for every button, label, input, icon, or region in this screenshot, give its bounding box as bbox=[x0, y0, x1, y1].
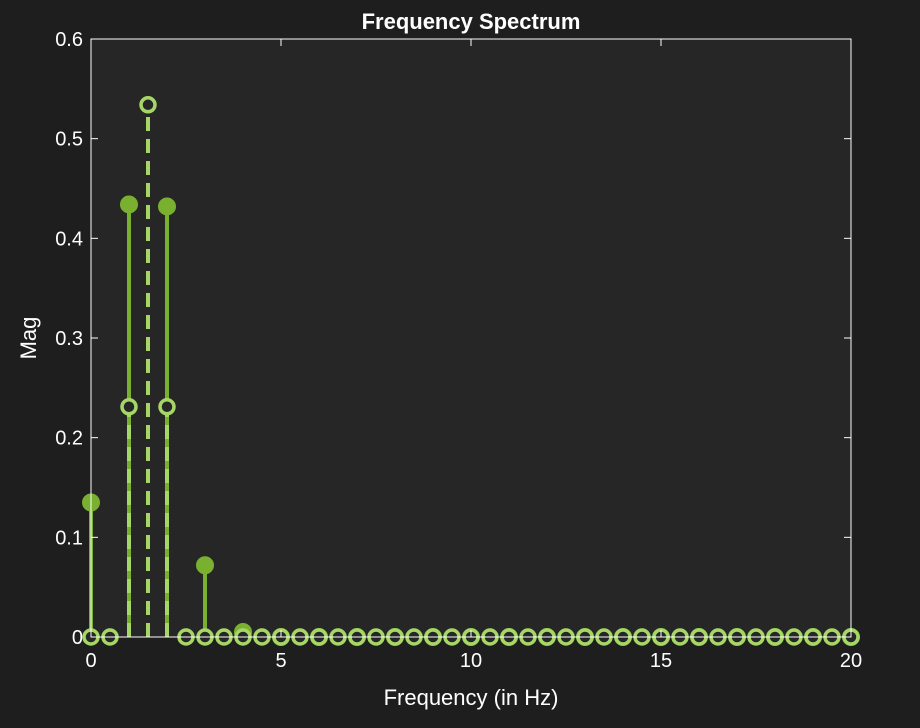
x-tick-label: 20 bbox=[840, 650, 862, 672]
y-tick-label: 0.1 bbox=[55, 527, 83, 549]
ticks-layer: 0 5 10 15 20 0 0.1 0.2 0.3 0.4 0.5 0.6 bbox=[55, 29, 862, 672]
stem-marker bbox=[120, 195, 138, 214]
x-tick-label: 15 bbox=[650, 650, 672, 672]
stem-marker bbox=[158, 197, 176, 216]
stem-marker bbox=[196, 556, 214, 575]
plot-area bbox=[91, 39, 851, 637]
y-axis-label: Mag bbox=[16, 317, 41, 360]
y-tick-label: 0 bbox=[72, 627, 83, 649]
chart-title: Frequency Spectrum bbox=[362, 9, 581, 34]
x-tick-label: 10 bbox=[460, 650, 482, 672]
stem-marker bbox=[158, 398, 176, 416]
stem-marker bbox=[139, 96, 157, 114]
y-tick-label: 0.2 bbox=[55, 428, 83, 450]
y-tick-label: 0.6 bbox=[55, 29, 83, 51]
x-tick-label: 5 bbox=[275, 650, 286, 672]
y-tick-label: 0.4 bbox=[55, 228, 83, 250]
x-tick-label: 0 bbox=[85, 650, 96, 672]
y-tick-label: 0.3 bbox=[55, 328, 83, 350]
y-tick-label: 0.5 bbox=[55, 129, 83, 151]
stem-marker bbox=[120, 398, 138, 416]
x-axis-label: Frequency (in Hz) bbox=[384, 685, 559, 710]
